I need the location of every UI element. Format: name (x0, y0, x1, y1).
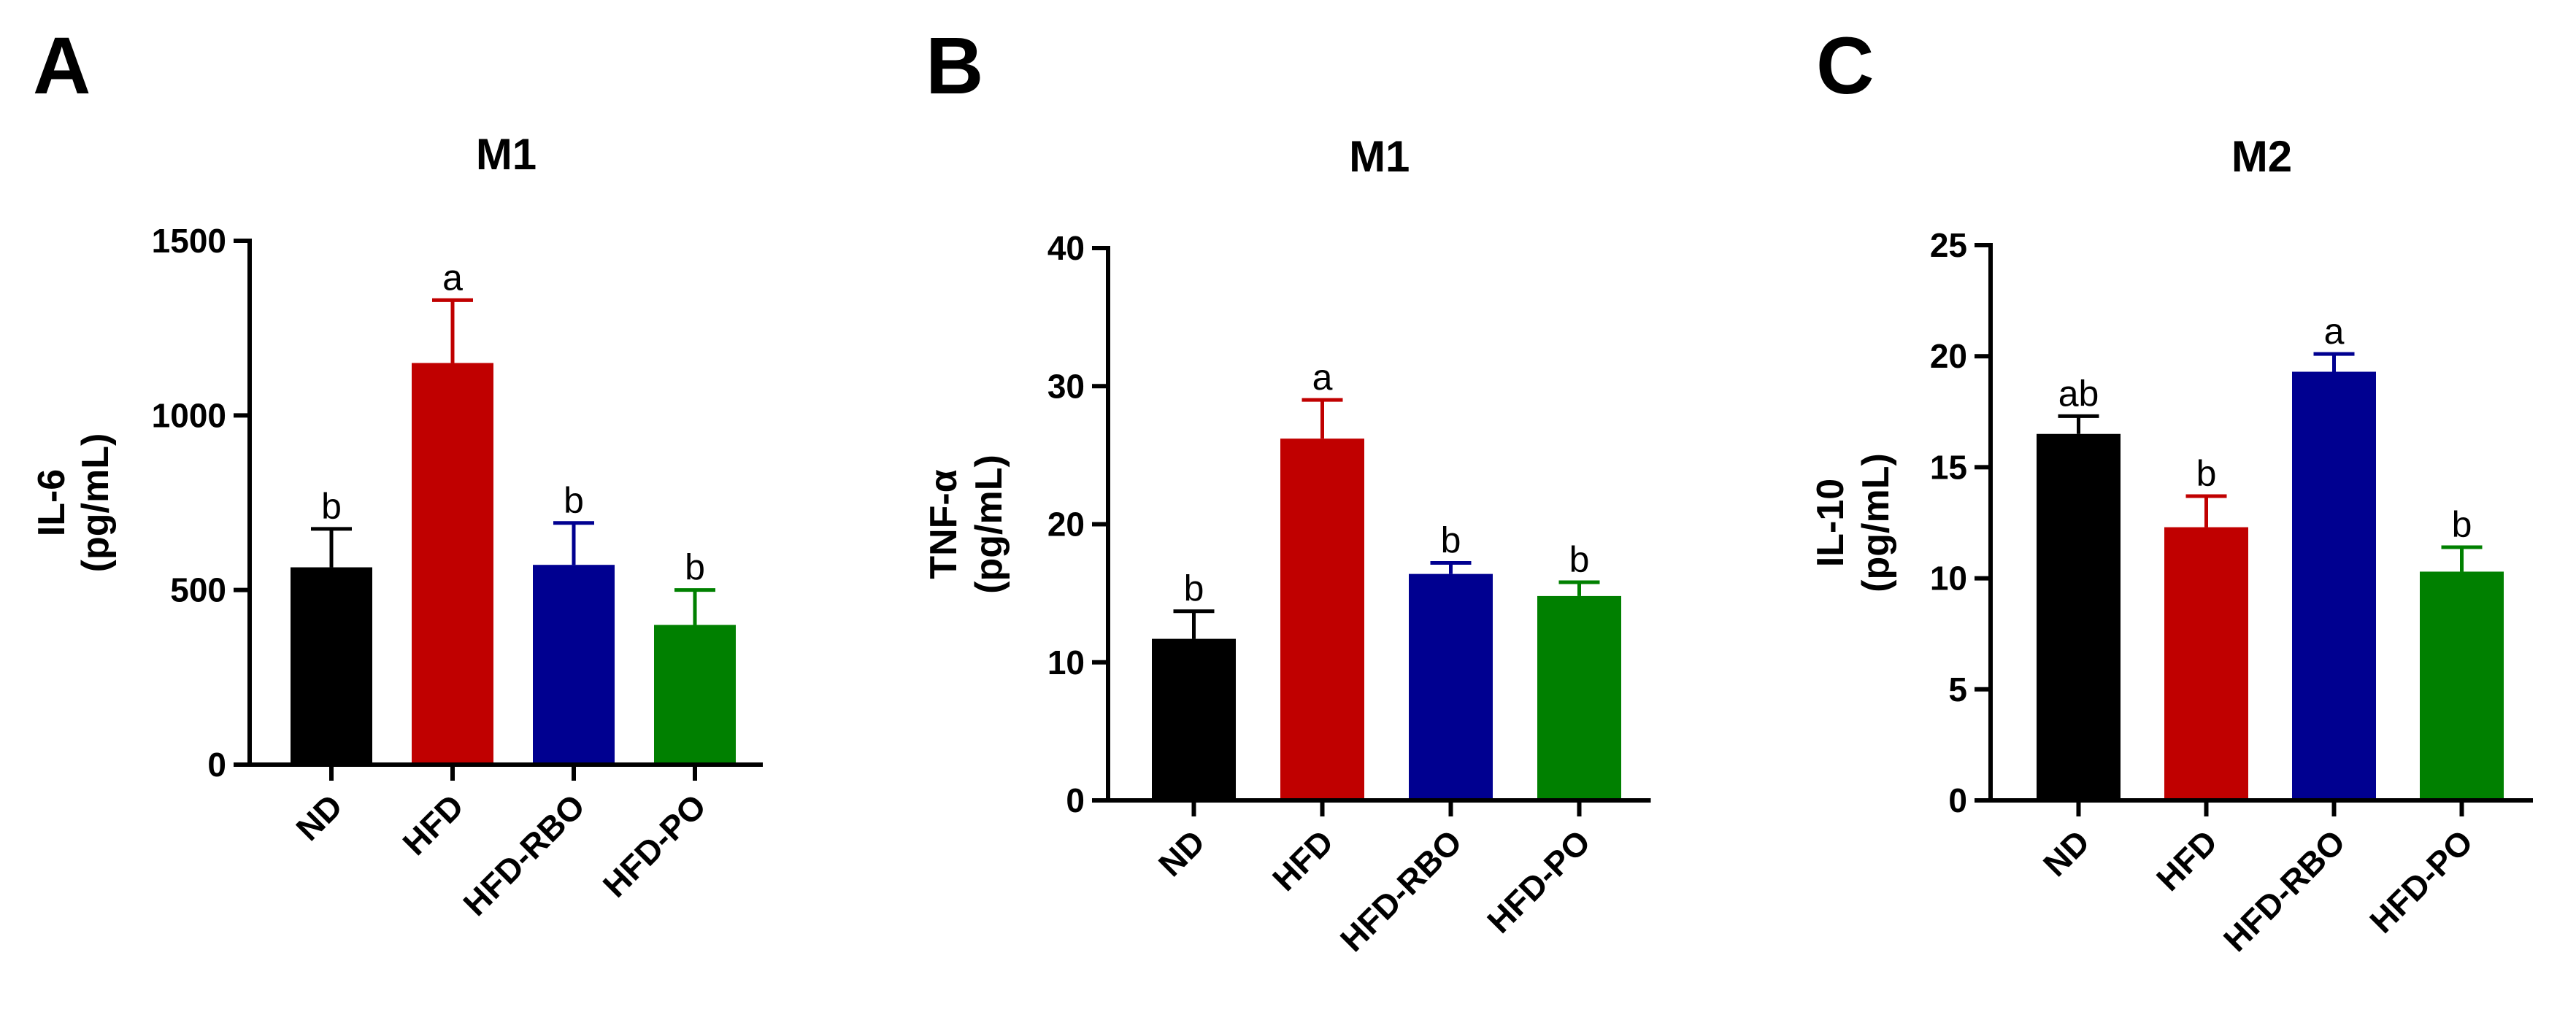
significance-label: a (1312, 357, 1333, 398)
panel-letter: A (33, 21, 91, 111)
y-tick-label: 0 (207, 746, 226, 784)
y-tick-label: 0 (1948, 781, 1967, 819)
bar-hfd-rbo (1409, 573, 1493, 800)
significance-label: b (1441, 519, 1461, 560)
bar-hfd (412, 363, 493, 765)
y-axis-unit-label: (pg/mL) (968, 455, 1010, 594)
x-tick-label: ND (2036, 822, 2097, 884)
x-tick-label: HFD-PO (1480, 822, 1597, 940)
x-tick-label: HFD-RBO (2216, 822, 2353, 959)
y-tick-label: 25 (1930, 226, 1967, 264)
x-tick-label: HFD-PO (596, 787, 713, 904)
y-tick-label: 10 (1047, 644, 1085, 681)
panel-letter: B (926, 21, 983, 111)
significance-label: b (1569, 539, 1590, 580)
significance-label: b (2196, 453, 2217, 494)
y-tick-label: 15 (1930, 448, 1967, 486)
y-tick-label: 10 (1930, 560, 1967, 598)
chart-title: M1 (1349, 132, 1410, 181)
bar-hfd (1280, 438, 1364, 800)
bar-hfd-rbo (2292, 371, 2376, 800)
bar-hfd-po (2420, 571, 2504, 800)
chart-panel-c: C M2 IL-10 (pg/mL) ab ND b HFD a HFD-RBO b HFD-PO 0 5… (1810, 21, 2533, 959)
x-tick-label: HFD (2149, 822, 2225, 898)
chart-panel-b: B M1 TNF-α (pg/mL) b ND a HFD b HFD-RBO b HFD-PO 0 10… (923, 21, 1651, 959)
y-tick-label: 20 (1047, 506, 1085, 544)
significance-label: b (321, 486, 342, 527)
y-axis-label: IL-10 (1810, 479, 1852, 567)
bar-nd (1152, 638, 1236, 800)
y-tick-label: 1500 (152, 222, 226, 260)
x-tick-label: ND (288, 787, 350, 848)
panel-letter: C (1816, 21, 1874, 111)
x-tick-label: HFD (395, 787, 471, 862)
y-axis-unit-label: (pg/mL) (74, 433, 117, 573)
chart-title: M2 (2231, 132, 2292, 181)
bar-hfd-rbo (533, 565, 615, 765)
significance-label: ab (2058, 373, 2099, 414)
bar-hfd (2164, 527, 2248, 800)
x-tick-label: HFD-PO (2362, 822, 2480, 940)
y-tick-label: 0 (1066, 781, 1085, 819)
x-tick-label: HFD (1265, 822, 1341, 898)
bar-nd (2037, 433, 2121, 800)
chart-panel-a: A M1 IL-6 (pg/mL) b ND a HFD b HFD-RBO b HFD-PO 0 500… (31, 21, 763, 923)
significance-label: a (442, 257, 463, 298)
significance-label: b (2452, 504, 2472, 545)
y-axis-label: IL-6 (31, 469, 73, 536)
chart-title: M1 (476, 130, 537, 179)
y-tick-label: 500 (170, 571, 226, 609)
significance-label: a (2324, 311, 2345, 352)
y-tick-label: 20 (1930, 337, 1967, 375)
bar-nd (291, 567, 372, 765)
y-tick-label: 40 (1047, 229, 1085, 267)
y-axis-label: TNF-α (923, 469, 965, 579)
bar-hfd-po (1537, 595, 1621, 800)
significance-label: b (564, 480, 584, 521)
x-tick-label: HFD-RBO (455, 787, 592, 923)
significance-label: b (685, 547, 705, 588)
y-tick-label: 30 (1047, 367, 1085, 405)
y-tick-label: 5 (1948, 671, 1967, 708)
bar-hfd-po (654, 625, 736, 765)
y-tick-label: 1000 (152, 396, 226, 434)
x-tick-label: HFD-RBO (1333, 822, 1469, 959)
y-axis-unit-label: (pg/mL) (1855, 453, 1897, 592)
significance-label: b (1184, 568, 1204, 609)
x-tick-label: ND (1151, 822, 1212, 884)
